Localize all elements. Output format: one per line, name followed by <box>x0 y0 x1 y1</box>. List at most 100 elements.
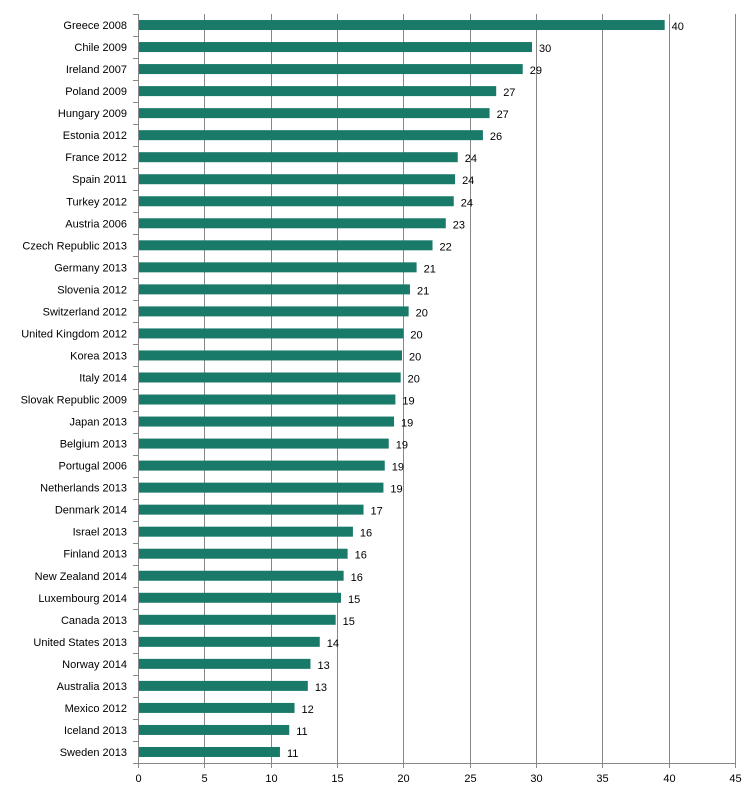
category-label: Greece 2008 <box>63 20 127 32</box>
category-labels: Greece 2008 Chile 2009 Ireland 2007 Poland … <box>21 20 127 759</box>
category-label: Korea 2013 <box>70 350 127 362</box>
category-label: Finland 2013 <box>63 549 127 561</box>
category-label: Slovak Republic 2009 <box>21 395 127 407</box>
category-label: Netherlands 2013 <box>40 483 127 495</box>
data-label: 20 <box>408 373 420 385</box>
category-label: Germany 2013 <box>54 262 127 274</box>
bars <box>139 20 665 757</box>
data-label: 19 <box>390 484 402 496</box>
bar <box>139 746 280 757</box>
data-label: 40 <box>672 21 684 33</box>
bar <box>139 460 385 471</box>
category-label: Ireland 2007 <box>66 64 127 76</box>
bar <box>139 218 446 229</box>
data-label: 29 <box>530 65 542 77</box>
x-tick-label: 15 <box>331 773 343 785</box>
bar <box>139 438 389 449</box>
bar <box>139 526 353 537</box>
category-label: Poland 2009 <box>65 86 127 98</box>
x-tick-label: 10 <box>265 773 277 785</box>
category-label: Spain 2011 <box>72 174 127 186</box>
data-label: 13 <box>317 660 329 672</box>
bar <box>139 658 311 669</box>
category-label: Czech Republic 2013 <box>22 240 127 252</box>
data-label: 20 <box>409 351 421 363</box>
category-label: Denmark 2014 <box>55 505 127 517</box>
bar <box>139 394 396 405</box>
data-label: 16 <box>351 572 363 584</box>
x-tick-label: 0 <box>135 773 141 785</box>
bar <box>139 196 454 207</box>
x-tick-label: 5 <box>201 773 207 785</box>
category-label: United States 2013 <box>33 637 127 649</box>
data-label: 11 <box>296 726 307 738</box>
data-label: 21 <box>424 263 436 275</box>
x-tick-label: 35 <box>596 773 608 785</box>
data-label: 14 <box>327 638 339 650</box>
bar <box>139 240 433 251</box>
bar <box>139 174 456 185</box>
category-label: Estonia 2012 <box>63 130 127 142</box>
x-tick-label: 45 <box>729 773 741 785</box>
bar <box>139 592 341 603</box>
data-label: 27 <box>497 109 509 121</box>
data-label: 23 <box>453 219 465 231</box>
category-label: Italy 2014 <box>79 372 127 384</box>
data-label: 21 <box>417 285 429 297</box>
category-label: Sweden 2013 <box>60 747 127 759</box>
data-label: 24 <box>465 153 477 165</box>
bar <box>139 86 497 97</box>
data-label: 20 <box>416 307 428 319</box>
bar <box>139 680 308 691</box>
x-tick-label: 25 <box>464 773 476 785</box>
bar <box>139 350 403 361</box>
bar <box>139 482 384 493</box>
axes <box>133 14 736 768</box>
category-label: Canada 2013 <box>61 615 127 627</box>
bar <box>139 262 417 273</box>
category-label: Iceland 2013 <box>64 725 127 737</box>
bar <box>139 20 665 31</box>
data-label: 27 <box>503 87 515 99</box>
bar <box>139 42 533 53</box>
bar <box>139 570 344 581</box>
category-label: Luxembourg 2014 <box>38 593 127 605</box>
x-tick-labels: 0 5 10 15 20 25 30 35 40 45 <box>135 773 741 785</box>
data-label: 17 <box>371 506 383 518</box>
data-label: 13 <box>315 682 327 694</box>
data-label: 16 <box>355 550 367 562</box>
bar <box>139 328 404 339</box>
data-label: 19 <box>401 418 413 430</box>
bar <box>139 636 320 647</box>
bar <box>139 64 523 75</box>
data-label: 20 <box>410 329 422 341</box>
x-tick-label: 20 <box>397 773 409 785</box>
data-label: 19 <box>392 462 404 474</box>
category-label: Turkey 2012 <box>66 196 127 208</box>
data-label: 15 <box>348 594 360 606</box>
bar <box>139 306 409 317</box>
data-label: 12 <box>302 704 314 716</box>
data-label: 26 <box>490 131 502 143</box>
bar <box>139 130 483 141</box>
data-label: 22 <box>440 241 452 253</box>
category-label: Hungary 2009 <box>58 108 127 120</box>
category-label: United Kingdom 2012 <box>21 328 127 340</box>
bar <box>139 724 290 735</box>
bar <box>139 416 395 427</box>
bar <box>139 108 490 119</box>
bar <box>139 284 410 295</box>
category-label: Australia 2013 <box>57 681 127 693</box>
bar <box>139 504 364 515</box>
category-label: Austria 2006 <box>65 218 127 230</box>
category-label: Norway 2014 <box>62 659 127 671</box>
x-tick-label: 40 <box>663 773 675 785</box>
data-label: 16 <box>360 528 372 540</box>
category-label: Chile 2009 <box>74 42 127 54</box>
data-label: 24 <box>462 175 474 187</box>
data-label: 11 <box>287 748 298 760</box>
category-label: Switzerland 2012 <box>43 306 127 318</box>
category-label: Mexico 2012 <box>65 703 127 715</box>
